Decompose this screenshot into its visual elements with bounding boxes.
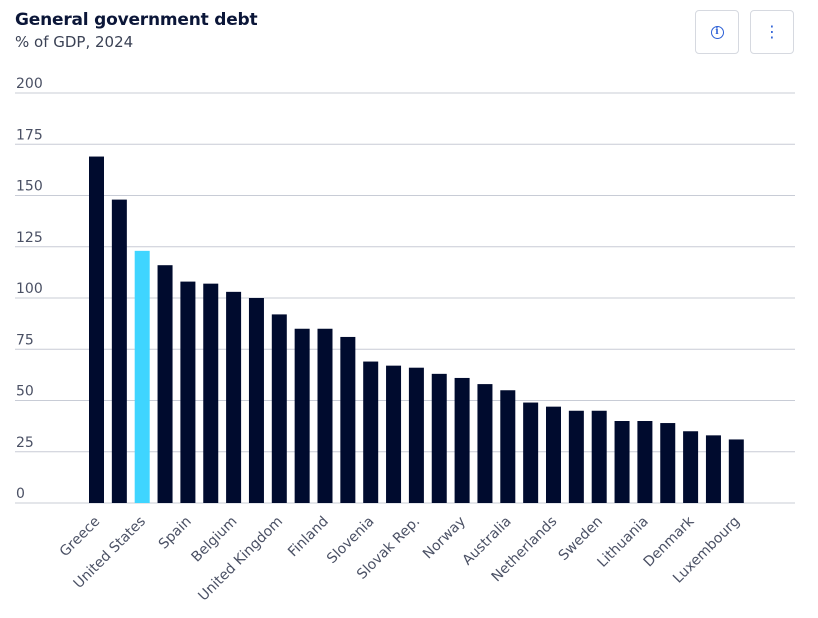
bar[interactable] [568, 410, 584, 503]
bar[interactable] [111, 199, 127, 503]
y-tick-label: 175 [16, 127, 43, 143]
bar[interactable] [683, 431, 699, 503]
x-tick-label: Spain [156, 514, 195, 553]
bar[interactable] [637, 421, 653, 503]
bar[interactable] [386, 365, 402, 503]
bar[interactable] [134, 250, 150, 503]
y-tick-label: 200 [16, 76, 43, 92]
bar[interactable] [500, 390, 516, 503]
x-tick-label: Greece [57, 514, 104, 561]
bar[interactable] [477, 384, 493, 503]
y-tick-label: 75 [16, 332, 34, 348]
more-options-button[interactable]: ⋮ [750, 10, 794, 54]
info-button[interactable]: i [695, 10, 739, 54]
bar[interactable] [180, 281, 196, 503]
y-tick-label: 100 [16, 281, 43, 297]
y-tick-label: 125 [16, 230, 43, 246]
bar[interactable] [317, 328, 333, 503]
info-icon: i [710, 25, 724, 39]
bar[interactable] [248, 298, 264, 503]
y-tick-label: 0 [16, 486, 25, 502]
bar[interactable] [294, 328, 310, 503]
bar[interactable] [157, 265, 173, 503]
y-tick-label: 25 [16, 435, 34, 451]
y-tick-label: 50 [16, 384, 34, 400]
bar[interactable] [591, 410, 607, 503]
bar[interactable] [226, 291, 242, 503]
bar[interactable] [431, 373, 447, 503]
x-tick-label: Finland [285, 514, 332, 561]
bar[interactable] [408, 367, 424, 503]
chart-title: General government debt [15, 10, 258, 30]
bar[interactable] [705, 435, 721, 503]
bar[interactable] [89, 156, 104, 504]
bar[interactable] [546, 406, 561, 503]
bar[interactable] [523, 402, 539, 503]
x-tick-label: United Kingdom [195, 514, 286, 605]
bar[interactable] [614, 421, 630, 503]
bar[interactable] [454, 377, 470, 503]
bar[interactable] [728, 439, 744, 503]
bar[interactable] [363, 361, 379, 503]
bar[interactable] [660, 423, 676, 503]
more-vertical-icon: ⋮ [764, 22, 780, 41]
y-tick-label: 150 [16, 179, 43, 195]
chart-subtitle: % of GDP, 2024 [15, 33, 134, 51]
bar[interactable] [271, 314, 287, 503]
bar[interactable] [203, 283, 219, 503]
bar[interactable] [340, 336, 356, 503]
